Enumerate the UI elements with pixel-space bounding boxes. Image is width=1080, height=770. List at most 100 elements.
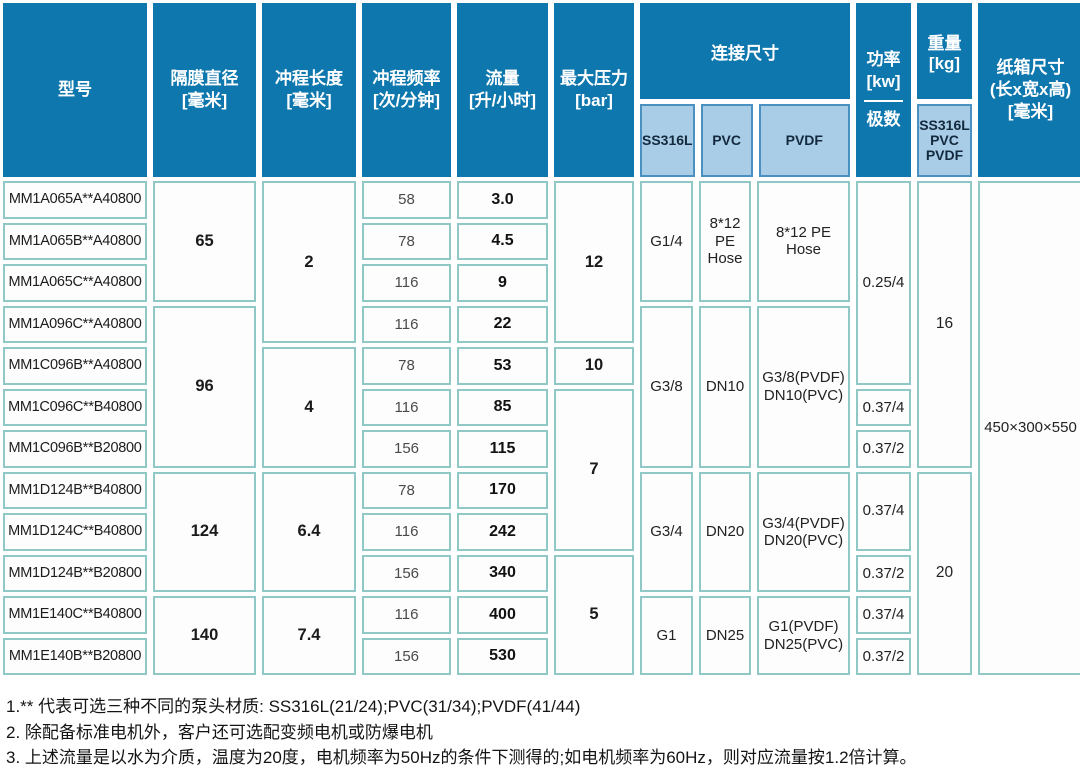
header-sub-pvdf-label: PVDF bbox=[785, 132, 823, 149]
frequency-cell: 156 bbox=[362, 554, 451, 592]
connection-pvdf-cell: G3/8(PVDF) DN10(PVC) bbox=[757, 305, 850, 468]
model-cell: MM1A065A**A40800 bbox=[3, 181, 147, 219]
frequency-cell: 116 bbox=[362, 513, 451, 551]
flow-cell: 115 bbox=[457, 430, 548, 468]
header-weight-group: 重量 [kg] SS316L PVC PVDF bbox=[917, 3, 972, 177]
power-cell: 0.37/2 bbox=[856, 554, 911, 592]
header-connection-group: 连接尺寸 SS316L PVC PVDF bbox=[640, 3, 850, 177]
header-power-sub: 极数 bbox=[866, 110, 901, 130]
footnotes: 1.** 代表可选三种不同的泵头材质: SS316L(21/24);PVC(31… bbox=[6, 694, 1078, 770]
diameter-cell: 140 bbox=[153, 596, 256, 675]
header-power-title: 功率 bbox=[866, 49, 901, 69]
frequency-cell: 116 bbox=[362, 388, 451, 426]
connection-ss316l-cell: G1/4 bbox=[640, 181, 693, 302]
header-diameter-title: 隔膜直径 bbox=[170, 68, 239, 88]
connection-pvdf-cell: G1(PVDF) DN25(PVC) bbox=[757, 596, 850, 675]
model-cell: MM1D124C**B40800 bbox=[3, 513, 147, 551]
power-cell: 0.37/4 bbox=[856, 596, 911, 634]
flow-cell: 3.0 bbox=[457, 181, 548, 219]
diameter-cell: 124 bbox=[153, 471, 256, 592]
flow-cell: 400 bbox=[457, 596, 548, 634]
header-weight-label: 重量 bbox=[927, 33, 962, 53]
header-sub-ss316l: SS316L bbox=[640, 104, 695, 177]
pressure-cell: 12 bbox=[554, 181, 634, 343]
header-frequency: 冲程频率 [次/分钟] bbox=[362, 3, 451, 177]
header-diameter-unit: [毫米] bbox=[181, 91, 228, 110]
header-power-unit: [kw] bbox=[866, 71, 901, 91]
flow-cell: 53 bbox=[457, 347, 548, 385]
model-cell: MM1A065B**A40800 bbox=[3, 222, 147, 260]
header-pressure-title: 最大压力 bbox=[560, 68, 628, 88]
connection-pvc-cell: DN10 bbox=[699, 305, 751, 468]
stroke-cell: 7.4 bbox=[262, 596, 356, 675]
header-connection-title: 连接尺寸 bbox=[640, 3, 850, 99]
flow-cell: 4.5 bbox=[457, 222, 548, 260]
connection-pvc-cell: 8*12 PE Hose bbox=[699, 181, 751, 302]
frequency-cell: 156 bbox=[362, 637, 451, 675]
header-pressure-unit: [bar] bbox=[575, 91, 613, 110]
power-cell: 0.37/2 bbox=[856, 430, 911, 468]
footnote-3: 3. 上述流量是以水为介质，温度为20度，电机频率为50Hz的条件下测得的;如电… bbox=[6, 748, 917, 767]
pressure-cell: 7 bbox=[554, 388, 634, 551]
header-carton-l3: [毫米] bbox=[1007, 102, 1054, 122]
frequency-cell: 116 bbox=[362, 264, 451, 302]
header-carton: 纸箱尺寸 (长x宽x高) [毫米] bbox=[978, 3, 1080, 177]
frequency-cell: 116 bbox=[362, 305, 451, 343]
model-cell: MM1D124B**B40800 bbox=[3, 471, 147, 509]
power-cell: 0.37/2 bbox=[856, 637, 911, 675]
frequency-cell: 116 bbox=[362, 596, 451, 634]
flow-cell: 242 bbox=[457, 513, 548, 551]
model-cell: MM1E140C**B40800 bbox=[3, 596, 147, 634]
header-sub-pvdf: PVDF bbox=[758, 104, 850, 177]
header-weight-unit: [kg] bbox=[928, 53, 961, 73]
connection-pvc-cell: DN20 bbox=[699, 471, 751, 592]
header-frequency-title: 冲程频率 bbox=[372, 68, 441, 88]
header-stroke-title: 冲程长度 bbox=[275, 68, 343, 88]
pump-spec-table: 型号 隔膜直径 [毫米] 冲程长度 [毫米] 冲程频率 [次/分钟] 流量 [升… bbox=[3, 3, 1080, 675]
header-power: 功率 [kw] 极数 bbox=[856, 3, 911, 177]
header-flow: 流量 [升/小时] bbox=[457, 3, 548, 177]
model-cell: MM1C096C**B40800 bbox=[3, 388, 147, 426]
footnote-2: 2. 除配备标准电机外，客户还可选配变频电机或防爆电机 bbox=[6, 722, 433, 742]
power-cell: 0.37/4 bbox=[856, 388, 911, 426]
header-weight-mat1: SS316L bbox=[919, 117, 970, 134]
weight-cell: 16 bbox=[917, 181, 972, 468]
header-weight-materials: SS316L PVC PVDF bbox=[917, 104, 972, 177]
flow-cell: 85 bbox=[457, 388, 548, 426]
frequency-cell: 78 bbox=[362, 471, 451, 509]
stroke-cell: 2 bbox=[262, 181, 356, 343]
flow-cell: 170 bbox=[457, 471, 548, 509]
connection-ss316l-cell: G3/4 bbox=[640, 471, 693, 592]
frequency-cell: 78 bbox=[362, 222, 451, 260]
pressure-cell: 10 bbox=[554, 347, 634, 385]
header-stroke: 冲程长度 [毫米] bbox=[262, 3, 356, 177]
diameter-cell: 96 bbox=[153, 305, 256, 468]
carton-size-cell: 450×300×550 bbox=[978, 181, 1080, 675]
model-cell: MM1E140B**B20800 bbox=[3, 637, 147, 675]
header-connection-subrow: SS316L PVC PVDF bbox=[640, 104, 850, 177]
frequency-cell: 58 bbox=[362, 181, 451, 219]
power-cell: 0.37/4 bbox=[856, 471, 911, 551]
header-sub-pvc-label: PVC bbox=[712, 132, 741, 149]
header-flow-unit: [升/小时] bbox=[468, 91, 537, 110]
flow-cell: 530 bbox=[457, 637, 548, 675]
header-weight-title: 重量 [kg] bbox=[917, 3, 972, 99]
stroke-cell: 4 bbox=[262, 347, 356, 468]
header-weight-mat3: PVDF bbox=[925, 146, 964, 163]
header-frequency-unit: [次/分钟] bbox=[372, 91, 441, 110]
header-stroke-unit: [毫米] bbox=[286, 91, 332, 110]
frequency-cell: 78 bbox=[362, 347, 451, 385]
header-diameter: 隔膜直径 [毫米] bbox=[153, 3, 256, 177]
header-sub-ss316l-label: SS316L bbox=[642, 132, 693, 149]
model-cell: MM1C096B**B20800 bbox=[3, 430, 147, 468]
header-model-label: 型号 bbox=[58, 79, 92, 99]
header-model: 型号 bbox=[3, 3, 147, 177]
header-power-divider bbox=[863, 100, 904, 103]
header-carton-l1: 纸箱尺寸 bbox=[996, 57, 1065, 77]
model-cell: MM1A065C**A40800 bbox=[3, 264, 147, 302]
header-pressure: 最大压力 [bar] bbox=[554, 3, 634, 177]
model-cell: MM1C096B**A40800 bbox=[3, 347, 147, 385]
stroke-cell: 6.4 bbox=[262, 471, 356, 592]
flow-cell: 22 bbox=[457, 305, 548, 343]
